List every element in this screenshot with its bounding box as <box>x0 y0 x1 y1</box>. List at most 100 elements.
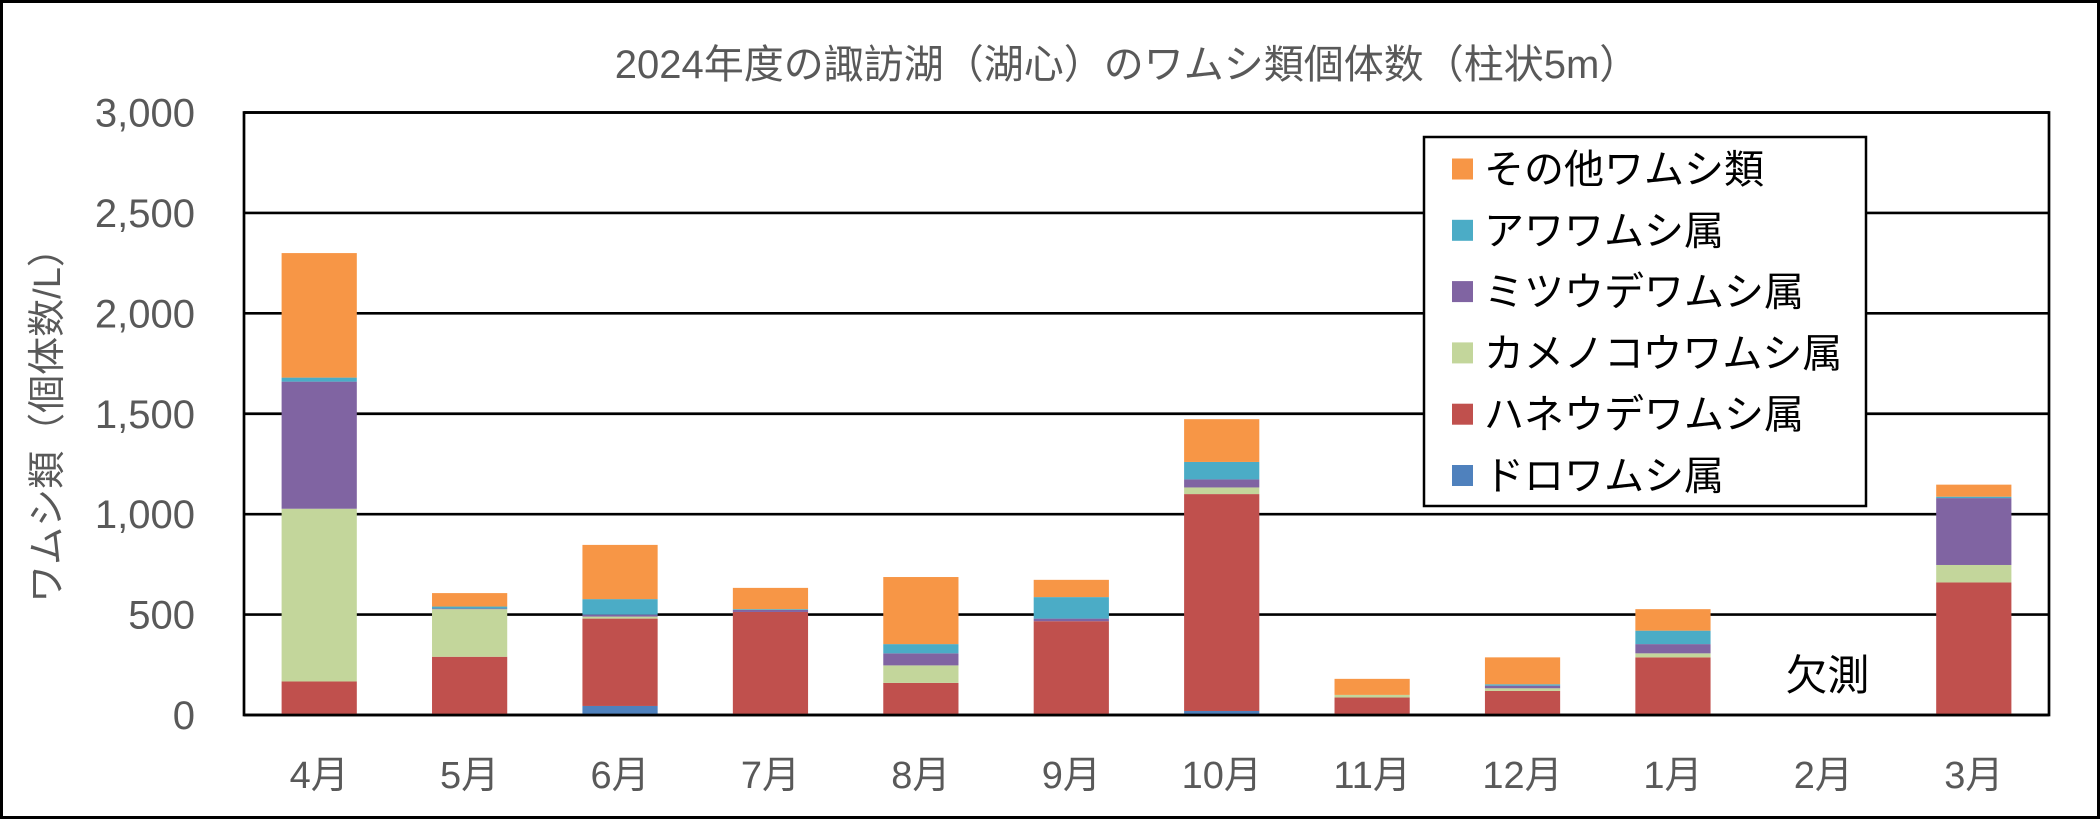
y-axis-title: ワムシ類（個体数/L） <box>27 229 69 603</box>
bar-segment-s4-c9 <box>1635 630 1711 645</box>
bar-segment-s0-c6 <box>1184 710 1260 715</box>
legend-item: ミツウデワムシ属 <box>1452 271 1804 315</box>
bar-segment-s0-c2 <box>582 705 658 715</box>
bar-segment-s2-c8 <box>1484 688 1561 691</box>
bar-segment-s3-c8 <box>1484 685 1561 689</box>
bar-segment-s4-c2 <box>582 599 658 615</box>
x-tick-label: 1月 <box>1643 755 1702 797</box>
bar-segment-s3-c9 <box>1635 644 1711 654</box>
bar-segment-s5-c1 <box>432 593 508 607</box>
x-tick-label: 12月 <box>1482 755 1562 797</box>
bar-segment-s5-c0 <box>281 253 357 378</box>
bar-segment-s4-c3 <box>732 609 809 610</box>
y-tick-label: 1,000 <box>95 493 195 537</box>
bar-segment-s5-c4 <box>883 577 959 645</box>
y-tick-label: 0 <box>173 694 195 738</box>
bar-segment-s3-c1 <box>432 608 508 610</box>
x-tick-label: 8月 <box>891 755 950 797</box>
bar-segment-s4-c8 <box>1484 684 1561 686</box>
legend-swatch <box>1452 342 1473 364</box>
legend-item: ハネウデワムシ属 <box>1452 393 1804 437</box>
legend-swatch <box>1452 465 1473 486</box>
bar-segment-s3-c2 <box>582 614 658 617</box>
plot-area-border <box>242 111 2051 717</box>
bar-segment-s4-c4 <box>883 644 959 654</box>
bar-segment-s4-c11 <box>1936 496 2012 499</box>
bar-segment-s3-c6 <box>1184 479 1260 488</box>
bar-segment-s2-c0 <box>281 508 357 682</box>
chart-title: 2024年度の諏訪湖（湖心）のワムシ類個体数（柱状5m） <box>615 43 1640 87</box>
y-tick-label: 1,500 <box>95 393 195 437</box>
bar-segment-s5-c7 <box>1334 678 1410 695</box>
legend-swatch <box>1452 403 1473 425</box>
x-tick-label: 3月 <box>1944 755 2003 797</box>
annotations: 欠測 <box>1785 652 1869 699</box>
y-tick-label: 500 <box>128 594 195 638</box>
x-tick-label: 4月 <box>290 755 349 797</box>
bar-segment-s5-c5 <box>1033 579 1109 598</box>
bar-segment-s5-c2 <box>582 544 658 600</box>
bar-segment-s2-c2 <box>582 616 658 619</box>
legend-item: アワワムシ属 <box>1452 209 1724 253</box>
bar-segment-s1-c4 <box>883 682 959 715</box>
bar-segment-s4-c6 <box>1184 461 1260 480</box>
legend-box <box>1422 135 1868 508</box>
y-tick-label: 2,500 <box>95 192 195 236</box>
bar-segment-s5-c3 <box>732 587 809 610</box>
bar-segment-s1-c9 <box>1635 657 1711 715</box>
bar-segment-s2-c11 <box>1936 564 2012 583</box>
bar-segment-s3-c0 <box>281 381 357 509</box>
bar-segment-s2-c1 <box>432 609 508 657</box>
legend-label: ミツウデワムシ属 <box>1484 271 1804 315</box>
legend-label: カメノコウワムシ属 <box>1484 332 1842 376</box>
legend-label: ハネウデワムシ属 <box>1484 393 1804 437</box>
x-tick-label: 5月 <box>440 755 499 797</box>
bar-segment-s1-c5 <box>1033 621 1109 715</box>
bar-segment-s1-c3 <box>732 611 809 715</box>
legend-label: アワワムシ属 <box>1484 209 1724 253</box>
bar-segment-s4-c1 <box>432 606 508 609</box>
missing-data-note: 欠測 <box>1785 652 1869 699</box>
bar-segment-s1-c7 <box>1334 697 1410 715</box>
bar-segment-s3-c11 <box>1936 498 2012 565</box>
bar-segment-s1-c1 <box>432 656 508 715</box>
bar-segment-s1-c11 <box>1936 582 2012 715</box>
x-tick-label: 7月 <box>741 755 800 797</box>
legend: その他ワムシ類アワワムシ属ミツウデワムシ属カメノコウワムシ属ハネウデワムシ属ドロ… <box>1422 135 1868 508</box>
x-tick-labels: 4月 5月 6月 7月 8月 9月 10月 11月 12月 1月 2月 3月 <box>290 755 2004 797</box>
bar-segment-s1-c0 <box>281 681 357 715</box>
bar-segment-s4-c5 <box>1033 597 1109 619</box>
legend-swatch <box>1452 281 1473 303</box>
bar-segment-s1-c6 <box>1184 494 1260 711</box>
legend-item: ドロワムシ属 <box>1452 455 1724 499</box>
legend-label: その他ワムシ類 <box>1484 148 1764 192</box>
bar-segment-s5-c11 <box>1936 484 2012 497</box>
y-tick-labels: 0 500 1,000 1,500 2,000 2,500 3,000 <box>95 92 195 739</box>
legend-label: ドロワムシ属 <box>1484 455 1724 499</box>
bar-segment-s4-c0 <box>281 377 357 382</box>
x-tick-label: 9月 <box>1042 755 1101 797</box>
bar-segment-s2-c9 <box>1635 653 1711 658</box>
bar-segment-s1-c2 <box>582 618 658 706</box>
bar-segment-s5-c9 <box>1635 609 1711 631</box>
bar-segment-s3-c3 <box>732 609 809 612</box>
x-tick-label: 6月 <box>590 755 649 797</box>
bar-segment-s5-c6 <box>1184 419 1260 462</box>
bar-segment-s2-c7 <box>1334 694 1410 698</box>
bar-segment-s2-c6 <box>1184 487 1260 495</box>
legend-swatch <box>1452 158 1473 180</box>
x-tick-label: 2月 <box>1794 755 1853 797</box>
y-tick-label: 3,000 <box>95 92 195 136</box>
bar-segment-s3-c4 <box>883 653 959 666</box>
x-tick-label: 10月 <box>1182 755 1262 797</box>
bar-segment-s2-c4 <box>883 665 959 683</box>
x-tick-label: 11月 <box>1333 755 1410 797</box>
bar-segment-s1-c8 <box>1484 690 1561 715</box>
y-tick-label: 2,000 <box>95 292 195 336</box>
legend-items: その他ワムシ類アワワムシ属ミツウデワムシ属カメノコウワムシ属ハネウデワムシ属ドロ… <box>1452 148 1842 499</box>
legend-swatch <box>1452 219 1473 241</box>
legend-item: その他ワムシ類 <box>1452 148 1764 192</box>
bar-segment-s5-c8 <box>1484 657 1561 685</box>
bar-segment-s3-c5 <box>1033 618 1109 622</box>
